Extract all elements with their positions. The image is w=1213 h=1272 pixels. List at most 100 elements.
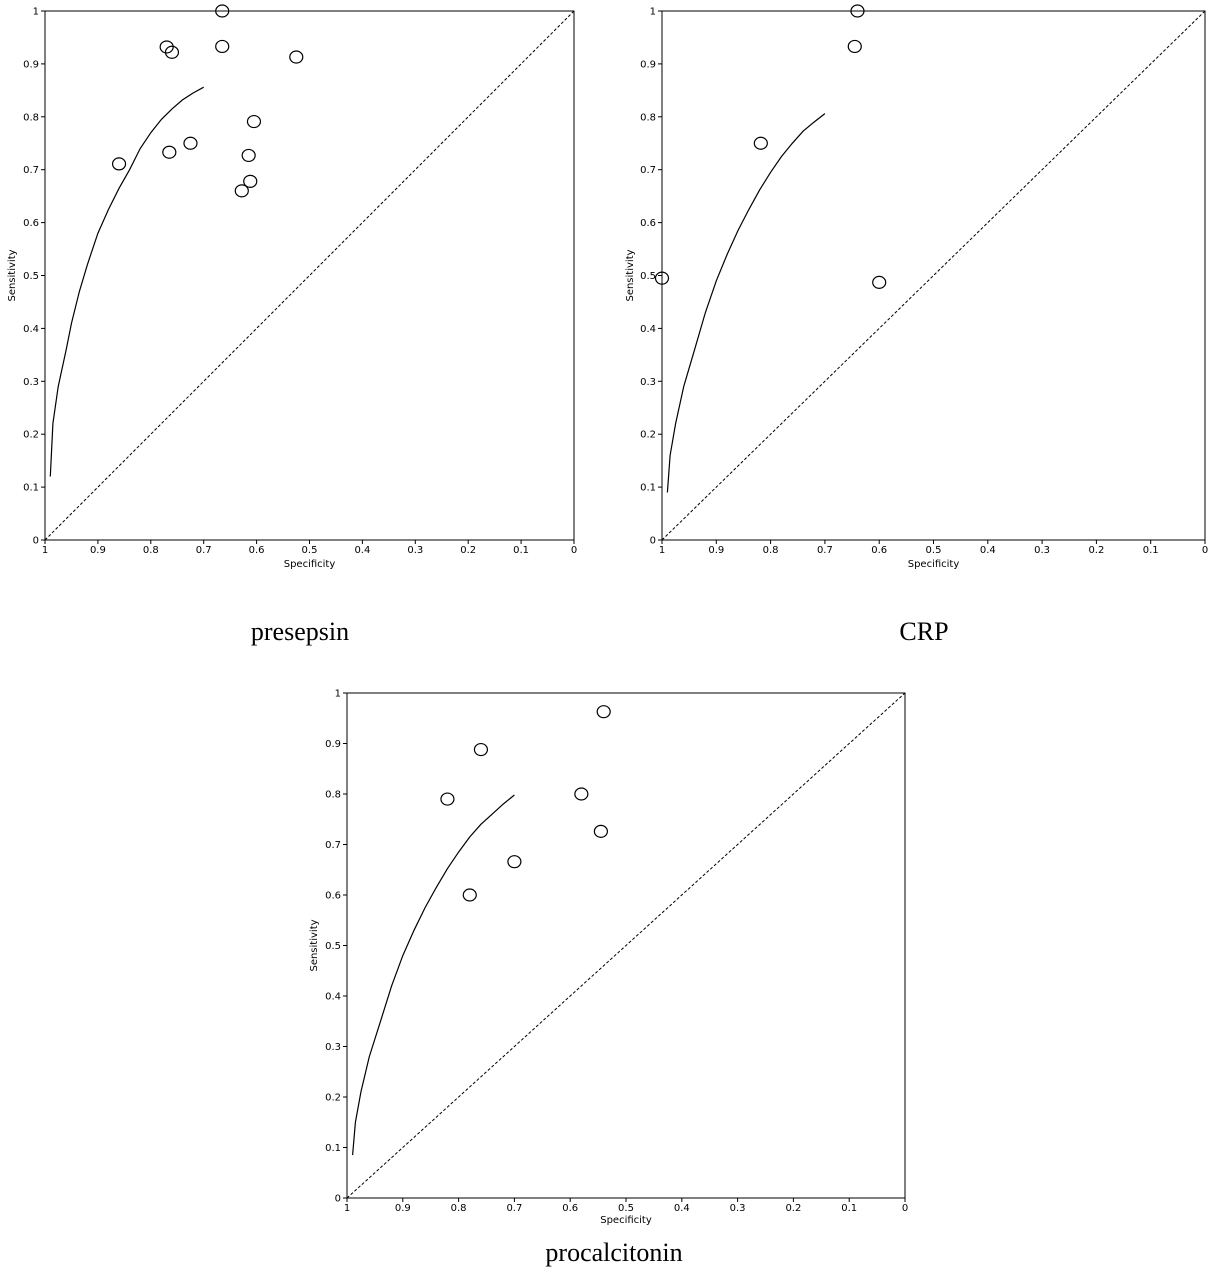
crp-x-tick-label: 0.3 — [1034, 545, 1050, 556]
procalcitonin-study-point — [440, 792, 455, 806]
procalcitonin-sroc-curve — [352, 794, 515, 1156]
procalcitonin-y-tick-label: 0.3 — [325, 1042, 341, 1053]
crp-x-tick-label: 0.9 — [708, 545, 724, 556]
procalcitonin-y-tick-label: 0.1 — [325, 1143, 341, 1154]
presepsin-x-tick-label: 0.3 — [407, 545, 423, 556]
procalcitonin-y-tick-label: 0.4 — [325, 992, 341, 1003]
presepsin-y-tick-label: 0.4 — [23, 324, 39, 335]
procalcitonin-y-tick-label: 0.6 — [325, 891, 341, 902]
procalcitonin-x-tick-label: 0.7 — [506, 1203, 522, 1214]
presepsin-study-point — [215, 39, 230, 54]
crp-x-axis-title: Specificity — [908, 559, 960, 570]
crp-y-tick-label: 0.8 — [640, 112, 656, 123]
crp-study-point — [847, 39, 862, 54]
presepsin-y-tick-label: 0 — [33, 536, 39, 547]
presepsin-x-tick-label: 0.8 — [143, 545, 159, 556]
procalcitonin-caption: procalcitonin — [545, 1238, 682, 1267]
crp-y-tick-label: 0 — [650, 536, 656, 547]
presepsin-y-tick-label: 0.9 — [23, 59, 39, 70]
presepsin-y-tick-label: 0.6 — [23, 218, 39, 229]
crp-sroc-curve — [666, 113, 826, 493]
crp-x-tick-label: 1 — [659, 545, 665, 556]
procalcitonin-x-tick-label: 0.4 — [674, 1203, 690, 1214]
procalcitonin-study-point — [507, 855, 522, 869]
presepsin-x-axis-title: Specificity — [284, 559, 336, 570]
presepsin-x-tick-label: 0.7 — [196, 545, 212, 556]
presepsin-study-point — [183, 136, 198, 150]
presepsin-x-tick-label: 0.9 — [90, 545, 106, 556]
crp-study-point — [753, 136, 768, 150]
presepsin-x-tick-label: 0.5 — [302, 545, 318, 556]
procalcitonin-x-tick-label: 0.9 — [395, 1203, 411, 1214]
crp-x-tick-label: 0.5 — [926, 545, 942, 556]
procalcitonin-y-tick-label: 0.5 — [325, 941, 341, 952]
presepsin-study-point — [215, 4, 230, 18]
presepsin-study-point — [289, 50, 304, 64]
crp-y-tick-label: 0.6 — [640, 218, 656, 229]
presepsin-x-tick-label: 0.1 — [513, 545, 529, 556]
procalcitonin-study-point — [596, 705, 611, 719]
crp-y-axis-title: Sensitivity — [625, 249, 636, 301]
presepsin-study-point — [162, 145, 177, 159]
presepsin-study-point — [234, 184, 249, 198]
presepsin-x-tick-label: 0.2 — [460, 545, 476, 556]
crp-y-tick-label: 0.4 — [640, 324, 656, 335]
procalcitonin-x-tick-label: 0.2 — [785, 1203, 801, 1214]
crp-y-tick-label: 0.1 — [640, 483, 656, 494]
presepsin-x-tick-label: 0.4 — [354, 545, 370, 556]
procalcitonin-x-tick-label: 1 — [344, 1203, 350, 1214]
procalcitonin-x-tick-label: 0.5 — [618, 1203, 634, 1214]
procalcitonin-y-tick-label: 0.8 — [325, 790, 341, 801]
presepsin-study-point — [243, 174, 258, 188]
procalcitonin-x-tick-label: 0 — [902, 1203, 908, 1214]
presepsin-reference-diagonal — [44, 10, 575, 541]
crp-x-tick-label: 0.1 — [1143, 545, 1159, 556]
crp-study-point — [850, 4, 865, 18]
crp-x-tick-label: 0.2 — [1088, 545, 1104, 556]
procalcitonin-x-axis-title: Specificity — [600, 1215, 652, 1226]
presepsin-y-tick-label: 0.1 — [23, 483, 39, 494]
presepsin-sroc-curve — [49, 86, 204, 477]
presepsin-caption: presepsin — [251, 617, 349, 646]
presepsin-y-tick-label: 0.3 — [23, 377, 39, 388]
procalcitonin-y-tick-label: 0 — [335, 1194, 341, 1205]
crp-y-tick-label: 0.7 — [640, 165, 656, 176]
procalcitonin-y-tick-label: 1 — [335, 689, 341, 700]
presepsin-y-tick-label: 0.2 — [23, 430, 39, 441]
crp-y-tick-label: 0.5 — [640, 271, 656, 282]
procalcitonin-study-point — [574, 787, 589, 801]
presepsin-study-point — [111, 157, 127, 171]
crp-plot-frame — [661, 10, 1206, 541]
crp-x-tick-label: 0.4 — [980, 545, 996, 556]
presepsin-y-tick-label: 1 — [33, 7, 39, 18]
procalcitonin-y-tick-label: 0.7 — [325, 840, 341, 851]
procalcitonin-y-axis-title: Sensitivity — [309, 919, 320, 971]
presepsin-y-tick-label: 0.8 — [23, 112, 39, 123]
procalcitonin-reference-diagonal — [346, 692, 906, 1199]
crp-y-tick-label: 0.9 — [640, 59, 656, 70]
procalcitonin-study-point — [462, 888, 477, 902]
presepsin-y-tick-label: 0.5 — [23, 271, 39, 282]
presepsin-y-tick-label: 0.7 — [23, 165, 39, 176]
procalcitonin-x-tick-label: 0.6 — [562, 1203, 578, 1214]
procalcitonin-x-tick-label: 0.8 — [451, 1203, 467, 1214]
crp-x-tick-label: 0.7 — [817, 545, 833, 556]
presepsin-study-point — [159, 40, 174, 54]
crp-study-point — [872, 275, 887, 289]
presepsin-x-tick-label: 1 — [42, 545, 48, 556]
crp-x-tick-label: 0 — [1202, 545, 1208, 556]
procalcitonin-x-tick-label: 0.1 — [841, 1203, 857, 1214]
crp-caption: CRP — [899, 617, 948, 646]
procalcitonin-study-point — [473, 742, 489, 757]
procalcitonin-y-tick-label: 0.2 — [325, 1093, 341, 1104]
crp-study-point — [654, 271, 670, 285]
procalcitonin-study-point — [593, 824, 608, 838]
procalcitonin-x-tick-label: 0.3 — [730, 1203, 746, 1214]
presepsin-x-tick-label: 0.6 — [249, 545, 265, 556]
crp-x-tick-label: 0.8 — [763, 545, 779, 556]
presepsin-y-axis-title: Sensitivity — [7, 249, 18, 301]
presepsin-study-point — [246, 114, 262, 129]
crp-x-tick-label: 0.6 — [871, 545, 887, 556]
presepsin-study-point — [241, 148, 256, 163]
